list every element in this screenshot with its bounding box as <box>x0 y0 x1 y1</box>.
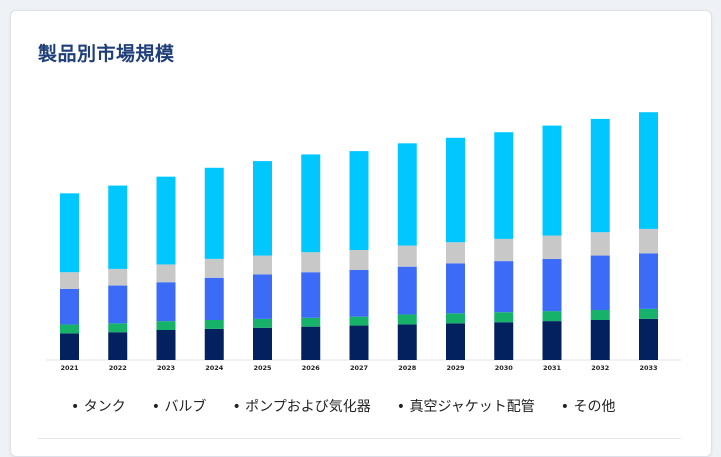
bar-segment-2032-5 <box>590 118 610 233</box>
bar-segment-2033-4 <box>639 228 658 254</box>
x-tick-label: 2025 <box>253 364 272 372</box>
bar-segment-2026-5 <box>301 154 321 253</box>
bar-segment-2024-3 <box>204 277 224 320</box>
bar-segment-2029-3 <box>446 263 465 314</box>
bar-segment-2022-2 <box>108 323 128 333</box>
bar-segment-2025-1 <box>253 327 272 360</box>
bar-segment-2024-2 <box>204 320 224 329</box>
bar-segment-2029-1 <box>446 323 465 360</box>
bar-segment-2028-1 <box>397 324 417 360</box>
bar-segment-2022-4 <box>108 268 128 286</box>
bar-segment-2032-4 <box>590 232 610 256</box>
x-tick-label: 2032 <box>591 364 609 372</box>
bar-segment-2022-3 <box>108 285 128 324</box>
x-tick-label: 2033 <box>639 364 657 372</box>
bar-segment-2023-5 <box>156 176 176 265</box>
bar-segment-2023-4 <box>156 264 176 283</box>
bar-segment-2024-5 <box>204 167 224 259</box>
bar-segment-2027-5 <box>349 151 369 250</box>
bar-segment-2029-2 <box>446 313 465 324</box>
x-tick-label: 2028 <box>398 364 417 372</box>
legend-item: 真空ジャケット配管 <box>397 396 534 416</box>
bar-segment-2021-1 <box>60 333 79 360</box>
x-tick-label: 2031 <box>543 364 562 372</box>
bar-segment-2026-4 <box>301 252 321 273</box>
bar-segment-2025-4 <box>253 255 272 275</box>
bar-segment-2023-1 <box>156 330 176 360</box>
bar-segment-2033-5 <box>639 112 658 229</box>
bar-segment-2029-5 <box>446 137 465 243</box>
bar-segment-2031-2 <box>542 311 562 322</box>
x-tick-label: 2022 <box>109 364 127 372</box>
bar-segment-2030-5 <box>494 132 514 239</box>
bar-segment-2025-3 <box>253 274 272 319</box>
bar-segment-2029-4 <box>446 242 465 264</box>
bar-segment-2032-1 <box>590 320 610 360</box>
bar-segment-2021-4 <box>60 272 79 289</box>
x-tick-label: 2024 <box>205 364 224 372</box>
bar-segment-2022-5 <box>108 185 128 269</box>
bar-segment-2025-5 <box>253 161 272 256</box>
x-tick-label: 2029 <box>446 364 465 372</box>
x-tick-label: 2030 <box>495 364 514 372</box>
bar-segment-2028-2 <box>397 314 417 325</box>
bar-segment-2024-4 <box>204 258 224 278</box>
bar-segment-2021-3 <box>60 288 79 325</box>
x-tick-label: 2023 <box>157 364 175 372</box>
chart-legend: タンク バルブ ポンプおよび気化器 真空ジャケット配管 その他 <box>71 396 616 416</box>
bar-segment-2022-1 <box>108 332 128 360</box>
chart-card: 製品別市場規模 2021 2022 2023 2024 2025 2026 2027 2028… <box>10 10 712 457</box>
bar-segment-2031-3 <box>542 258 562 312</box>
bar-segment-2028-4 <box>397 245 417 267</box>
bar-segment-2023-2 <box>156 321 176 330</box>
bar-segment-2028-3 <box>397 266 417 315</box>
bar-segment-2032-2 <box>590 310 610 320</box>
bar-segment-2027-3 <box>349 270 369 317</box>
x-tick-label: 2026 <box>302 364 321 372</box>
bar-segment-2031-4 <box>542 235 562 259</box>
bar-segment-2026-2 <box>301 317 321 327</box>
bar-segment-2025-2 <box>253 318 272 328</box>
bar-segment-2030-2 <box>494 312 514 323</box>
bar-segment-2030-3 <box>494 261 514 313</box>
chart-title: 製品別市場規模 <box>38 43 175 65</box>
legend-item: バルブ <box>152 396 206 416</box>
x-tick-label: 2027 <box>350 364 368 372</box>
legend-item: タンク <box>71 396 126 416</box>
bar-segment-2031-1 <box>542 321 562 360</box>
card-divider <box>38 438 681 439</box>
bar-segment-2031-5 <box>542 125 562 236</box>
legend-item: ポンプおよび気化器 <box>232 396 371 416</box>
bar-segment-2032-3 <box>590 255 610 310</box>
bar-segment-2028-5 <box>397 143 417 246</box>
bar-segment-2024-1 <box>204 328 224 360</box>
bar-segment-2027-4 <box>349 250 369 270</box>
legend-item: その他 <box>561 396 616 416</box>
bar-segment-2026-1 <box>301 326 321 360</box>
x-tick-label: 2021 <box>60 364 79 372</box>
bar-segment-2030-4 <box>494 238 514 262</box>
bar-segment-2033-2 <box>639 308 658 319</box>
stacked-bar-chart: 2021 2022 2023 2024 2025 2026 2027 2028 2029 2030… <box>46 112 681 372</box>
bar-segment-2030-1 <box>494 322 514 360</box>
bar-segment-2021-5 <box>60 193 79 273</box>
bar-segment-2027-1 <box>349 325 369 360</box>
bar-segment-2033-1 <box>639 318 658 360</box>
bar-segment-2023-3 <box>156 282 176 322</box>
bar-segment-2027-2 <box>349 316 369 326</box>
bar-segment-2021-2 <box>60 324 79 334</box>
bar-segment-2026-3 <box>301 272 321 318</box>
bar-segment-2033-3 <box>639 253 658 309</box>
